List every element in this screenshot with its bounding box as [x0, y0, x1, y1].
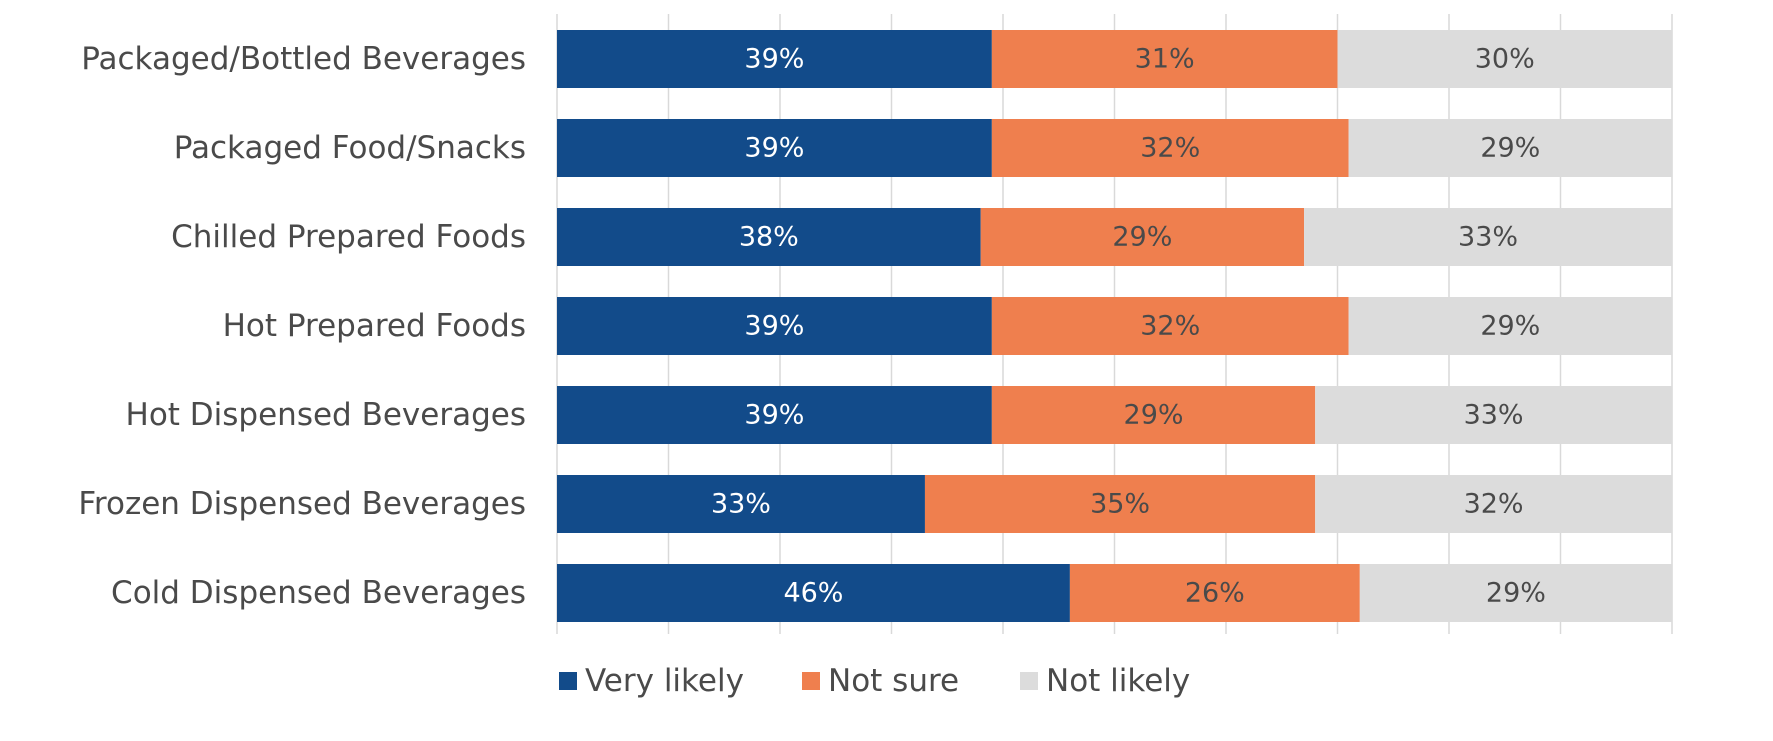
data-label-not-likely-chilled-prepared-foods: 33%: [1458, 222, 1518, 253]
bar-not-sure-chilled-prepared-foods: [980, 208, 1305, 266]
legend-label-very-likely: Very likely: [585, 663, 744, 699]
bar-very-likely-hot-prepared-foods: [557, 297, 992, 355]
data-label-not-sure-frozen-dispensed-beverages: 35%: [1090, 489, 1150, 520]
bar-not-likely-frozen-dispensed-beverages: [1315, 475, 1672, 533]
legend-swatch-very-likely: [559, 672, 577, 690]
bar-very-likely-cold-dispensed-beverages: [557, 564, 1070, 622]
bar-very-likely-chilled-prepared-foods: [557, 208, 981, 266]
category-label: Chilled Prepared Foods: [171, 219, 526, 255]
bar-not-sure-packaged-food-snacks: [991, 119, 1349, 177]
data-label-very-likely-cold-dispensed-beverages: 46%: [783, 578, 843, 609]
data-label-not-likely-packaged-bottled-beverages: 30%: [1475, 44, 1535, 75]
data-label-not-sure-hot-prepared-foods: 32%: [1140, 311, 1200, 342]
data-label-very-likely-hot-dispensed-beverages: 39%: [744, 400, 804, 431]
data-label-not-sure-cold-dispensed-beverages: 26%: [1185, 578, 1245, 609]
data-label-not-sure-packaged-bottled-beverages: 31%: [1135, 44, 1195, 75]
bar-not-likely-cold-dispensed-beverages: [1359, 564, 1672, 622]
bar-not-sure-cold-dispensed-beverages: [1069, 564, 1360, 622]
bars: 39% 31% 30% 39% 32% 29% 38% 29% 33% 39% 32% 29% 39% 2…: [557, 30, 1672, 622]
data-label-not-sure-chilled-prepared-foods: 29%: [1112, 222, 1172, 253]
data-label-not-likely-hot-dispensed-beverages: 33%: [1464, 400, 1524, 431]
legend-swatch-not-sure: [802, 672, 820, 690]
bar-very-likely-hot-dispensed-beverages: [557, 386, 992, 444]
legend: Very likely Not sure Not likely: [559, 663, 1190, 699]
data-label-very-likely-packaged-bottled-beverages: 39%: [744, 44, 804, 75]
bar-not-likely-hot-dispensed-beverages: [1315, 386, 1672, 444]
category-label: Hot Prepared Foods: [223, 308, 526, 344]
category-label: Cold Dispensed Beverages: [111, 575, 526, 611]
bar-not-sure-hot-prepared-foods: [991, 297, 1349, 355]
data-label-not-likely-packaged-food-snacks: 29%: [1480, 133, 1540, 164]
bar-not-sure-frozen-dispensed-beverages: [924, 475, 1316, 533]
bar-very-likely-frozen-dispensed-beverages: [557, 475, 925, 533]
category-labels: Packaged/Bottled Beverages Packaged Food/…: [78, 41, 526, 611]
bar-not-likely-chilled-prepared-foods: [1304, 208, 1672, 266]
category-label: Packaged/Bottled Beverages: [81, 41, 526, 77]
data-label-not-likely-cold-dispensed-beverages: 29%: [1486, 578, 1546, 609]
legend-label-not-likely: Not likely: [1046, 663, 1190, 699]
data-label-very-likely-chilled-prepared-foods: 38%: [739, 222, 799, 253]
bar-not-likely-packaged-bottled-beverages: [1337, 30, 1672, 88]
bar-not-sure-hot-dispensed-beverages: [991, 386, 1316, 444]
data-label-not-likely-hot-prepared-foods: 29%: [1480, 311, 1540, 342]
legend-swatch-not-likely: [1020, 672, 1038, 690]
bar-not-sure-packaged-bottled-beverages: [991, 30, 1338, 88]
data-label-very-likely-hot-prepared-foods: 39%: [744, 311, 804, 342]
category-label: Hot Dispensed Beverages: [126, 397, 526, 433]
bar-very-likely-packaged-food-snacks: [557, 119, 992, 177]
bar-not-likely-packaged-food-snacks: [1348, 119, 1672, 177]
data-label-not-sure-hot-dispensed-beverages: 29%: [1124, 400, 1184, 431]
data-label-not-sure-packaged-food-snacks: 32%: [1140, 133, 1200, 164]
category-label: Packaged Food/Snacks: [174, 130, 526, 166]
data-label-very-likely-frozen-dispensed-beverages: 33%: [711, 489, 771, 520]
data-label-not-likely-frozen-dispensed-beverages: 32%: [1464, 489, 1524, 520]
bar-very-likely-packaged-bottled-beverages: [557, 30, 992, 88]
bar-not-likely-hot-prepared-foods: [1348, 297, 1672, 355]
data-label-very-likely-packaged-food-snacks: 39%: [744, 133, 804, 164]
category-label: Frozen Dispensed Beverages: [78, 486, 526, 522]
legend-label-not-sure: Not sure: [828, 663, 959, 699]
